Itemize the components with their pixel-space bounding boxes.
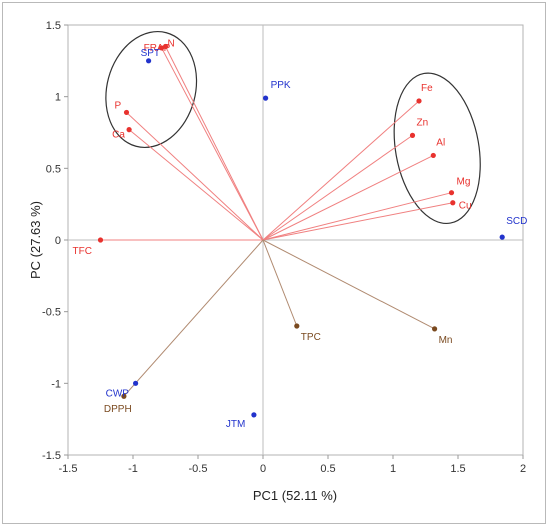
variable-point-cu xyxy=(450,200,456,206)
y-tick-label: 1 xyxy=(55,92,61,104)
group-ellipse xyxy=(105,30,198,149)
x-tick-label: -1.5 xyxy=(59,463,78,475)
sample-point-jtm xyxy=(251,412,257,418)
variable-point-al xyxy=(430,152,436,159)
variable-label-p: P xyxy=(115,100,122,111)
loading-vector-n xyxy=(165,46,264,241)
variable-label-tpc: TPC xyxy=(301,332,321,343)
loading-vector-tpc xyxy=(262,239,298,327)
loading-vector-zn xyxy=(262,134,413,241)
variable-point-fe xyxy=(416,98,422,104)
x-tick-label: 0.5 xyxy=(320,463,335,475)
loading-vector-frap xyxy=(161,47,264,241)
variable-point-mn xyxy=(432,326,438,332)
x-tick-label: 0 xyxy=(260,463,266,475)
variable-label-n: N xyxy=(168,39,175,50)
variable-label-tfc: TFC xyxy=(73,246,92,257)
loading-vector-dpph xyxy=(123,239,264,397)
variable-point-n xyxy=(162,43,169,50)
variable-point-ca xyxy=(126,127,132,133)
sample-label-ppk: PPK xyxy=(271,80,291,91)
variable-point-dpph xyxy=(121,393,127,399)
y-axis-title: PC (27.63 %) xyxy=(28,201,43,279)
sample-point-spt xyxy=(146,58,152,64)
variable-label-zn: Zn xyxy=(417,117,429,128)
loading-vector-fe xyxy=(262,100,420,241)
variable-label-dpph: DPPH xyxy=(104,404,132,415)
loading-vector-mn xyxy=(262,239,435,330)
group-ellipse xyxy=(393,72,481,225)
y-tick-label: -0.5 xyxy=(42,307,61,319)
variable-point-frap xyxy=(159,45,165,51)
sample-point-scd xyxy=(499,234,505,240)
variable-label-cu: Cu xyxy=(459,201,472,212)
x-tick-label: 2 xyxy=(520,463,526,475)
y-tick-label: 0 xyxy=(55,235,61,247)
y-tick-labels: -1.5 -1 -0.5 0 0.5 1 1.5 xyxy=(42,20,61,462)
loading-vector-ca xyxy=(128,129,264,241)
variable-label-al: Al xyxy=(436,137,445,148)
variable-label-mg: Mg xyxy=(457,177,471,188)
x-tick-label: -0.5 xyxy=(189,463,208,475)
variable-label-fe: Fe xyxy=(421,83,433,94)
y-tick-label: 0.5 xyxy=(46,163,61,175)
loading-vector-p xyxy=(126,112,264,241)
x-tick-label: -1 xyxy=(128,463,138,475)
axes xyxy=(64,24,524,459)
loading-vector-al xyxy=(262,154,434,241)
variable-label-ca: Ca xyxy=(112,130,125,141)
variable-point-zn xyxy=(409,132,416,138)
sample-label-jtm: JTM xyxy=(226,419,245,430)
y-tick-label: -1 xyxy=(51,378,61,390)
variable-point-p xyxy=(123,109,130,116)
x-tick-labels: -1.5 -1 -0.5 0 0.5 1 1.5 2 xyxy=(59,463,527,475)
variable-label-frap: FRAP xyxy=(144,43,171,54)
x-axis-title: PC1 (52.11 %) xyxy=(253,488,337,503)
sample-label-scd: SCD xyxy=(506,216,527,227)
loading-vectors xyxy=(100,46,453,397)
variable-label-mn: Mn xyxy=(439,335,453,346)
sample-label-spt: SPT xyxy=(141,48,160,59)
sample-point-cwp xyxy=(133,380,139,386)
x-tick-label: 1 xyxy=(390,463,396,475)
variable-point-tfc xyxy=(97,237,104,243)
y-tick-label: 1.5 xyxy=(46,20,61,32)
variable-point-tpc xyxy=(294,323,300,329)
loading-vector-mg xyxy=(262,192,452,241)
sample-label-cwp: CWP xyxy=(106,388,130,399)
ellipses xyxy=(105,30,481,225)
x-tick-label: 1.5 xyxy=(450,463,465,475)
variable-point-mg xyxy=(448,190,455,196)
sample-point-ppk xyxy=(263,95,269,101)
loading-vector-cu xyxy=(262,202,453,241)
y-tick-label: -1.5 xyxy=(42,450,61,462)
